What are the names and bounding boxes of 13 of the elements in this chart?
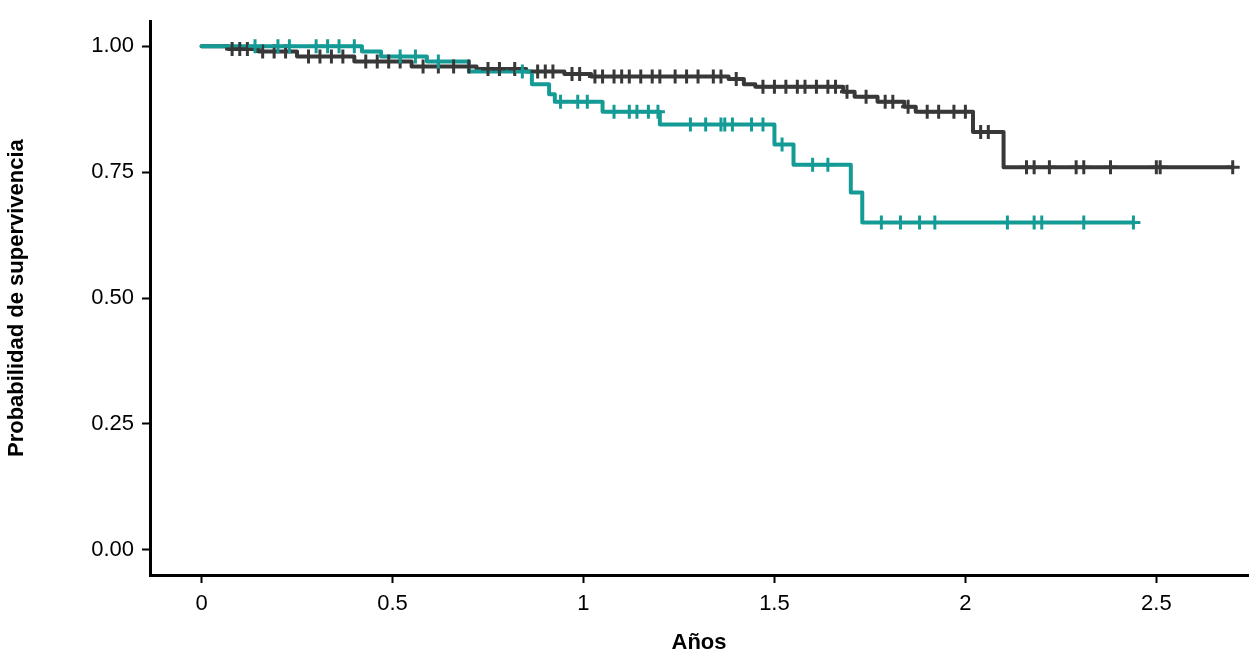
x-tick-label: 2 <box>959 590 972 616</box>
x-tick-label: 0 <box>195 590 208 616</box>
y-axis-title: Probabilidad de supervivencia <box>3 138 29 458</box>
y-tick-label: 0.75 <box>91 158 134 184</box>
x-tick-label: 1.5 <box>759 590 790 616</box>
y-tick-label: 0.00 <box>91 535 134 561</box>
x-tick-label: 2.5 <box>1141 590 1172 616</box>
x-axis-title: Años <box>671 628 727 654</box>
y-tick-label: 1.00 <box>91 32 134 58</box>
y-tick-label: 0.50 <box>91 284 134 310</box>
x-tick-label: 0.5 <box>377 590 408 616</box>
x-tick-label: 1 <box>577 590 590 616</box>
y-tick-label: 0.25 <box>91 410 134 436</box>
